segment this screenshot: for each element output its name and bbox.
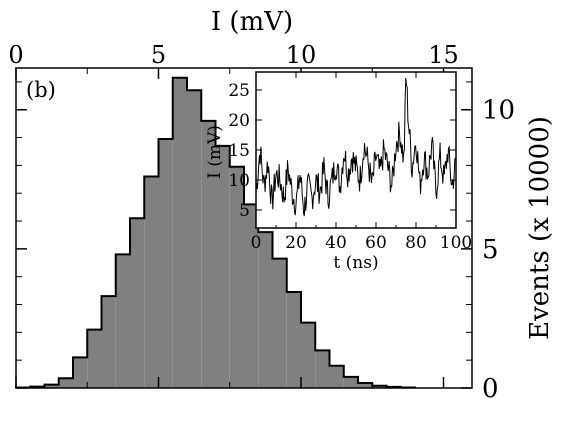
inset-x-tick-label: 100: [440, 233, 472, 253]
inset-frame: [255, 71, 457, 229]
histogram-bar: [215, 145, 230, 388]
y-axis-title: Events (x 10000): [525, 116, 555, 340]
inset-trace-line: [255, 77, 456, 217]
histogram-bar: [301, 322, 316, 388]
histogram-bar: [73, 357, 88, 388]
x-tick-label: 5: [151, 41, 166, 69]
histogram-bar: [272, 258, 287, 388]
inset-y-tick-label: 20: [228, 111, 250, 131]
inset-y-tick-label: 25: [228, 81, 250, 101]
inset-trace-chart: 0 20 40 60 80 100 5 10 15 20 25 t (ns) I (mV): [205, 71, 472, 273]
inset-y-tick-label: 10: [228, 171, 250, 191]
histogram-bar: [172, 77, 187, 388]
histogram-bar: [201, 120, 216, 388]
histogram-bar: [343, 376, 358, 388]
inset-x-tick-label: 20: [285, 233, 307, 253]
inset-y-tick-label: 5: [239, 201, 250, 221]
histogram-bar: [244, 204, 259, 388]
histogram-bar: [258, 232, 273, 388]
x-tick-label: 0: [8, 41, 23, 69]
histogram-bar: [372, 385, 387, 388]
histogram-outline: [15, 76, 416, 389]
inset-y-tick-label: 15: [228, 141, 250, 161]
inset-x-tick-label: 40: [325, 233, 347, 253]
histogram-bar: [130, 218, 145, 388]
histogram-bar: [158, 138, 173, 388]
inset-y-axis-title: I (mV): [205, 125, 225, 179]
y-tick-label: 10: [482, 96, 515, 126]
histogram-bar: [187, 90, 202, 389]
histogram-bar: [101, 296, 116, 388]
histogram-bar: [115, 254, 130, 388]
histogram-bar: [87, 329, 102, 388]
inset-x-tick-label: 80: [405, 233, 427, 253]
inset-x-axis-title: t (ns): [333, 253, 378, 273]
panel-label: (b): [26, 78, 56, 102]
histogram-bar: [229, 166, 244, 388]
histogram-bar: [358, 382, 373, 388]
x-tick-label: 10: [286, 41, 317, 69]
histogram-bar: [315, 350, 330, 388]
x-axis-title: I (mV): [211, 7, 293, 37]
histogram-bar: [144, 176, 159, 388]
inset-x-tick-label: 60: [365, 233, 387, 253]
y-tick-label: 0: [482, 374, 499, 404]
x-tick-label: 15: [428, 41, 459, 69]
y-tick-label: 5: [482, 235, 499, 265]
inset-x-tick-label: 0: [251, 233, 262, 253]
histogram-bar: [58, 378, 73, 388]
histogram-bar: [329, 365, 344, 388]
plot-frame: [15, 67, 473, 389]
histogram-bar: [286, 292, 301, 388]
histogram-bar: [44, 384, 59, 388]
